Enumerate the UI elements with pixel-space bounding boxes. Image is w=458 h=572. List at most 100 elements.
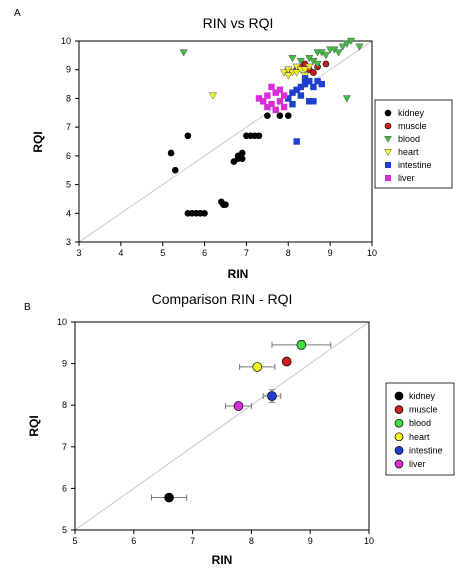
data-point-liver	[272, 106, 279, 114]
x-tick-label: 6	[202, 248, 207, 258]
legend-marker-liver	[385, 175, 391, 181]
data-point-intestine	[306, 98, 313, 105]
y-tick-label: 6	[66, 151, 71, 161]
data-point-intestine	[318, 80, 325, 88]
plot-frame	[78, 40, 373, 243]
panel-a-x-axis-label: RIN	[228, 267, 249, 281]
panel-b-y-axis-label: RQI	[27, 415, 41, 436]
data-point-intestine	[289, 100, 296, 108]
data-point-kidney	[201, 209, 208, 217]
legend-label-muscle: muscle	[409, 405, 438, 415]
x-tick-label: 5	[72, 536, 77, 546]
data-point-kidney	[238, 155, 246, 163]
y-tick-label: 3	[66, 237, 71, 247]
legend-marker-intestine	[394, 446, 404, 455]
legend-label-intestine: intestine	[398, 160, 432, 170]
data-point-blood	[296, 340, 307, 350]
data-point-liver	[280, 92, 288, 99]
y-tick-label: 8	[66, 93, 71, 103]
data-point-liver	[233, 401, 244, 411]
data-point-kidney	[255, 132, 263, 140]
legend-label-muscle: muscle	[398, 121, 427, 131]
data-point-blood	[179, 49, 188, 57]
x-tick-label: 4	[118, 248, 123, 258]
data-point-intestine	[306, 78, 313, 85]
legend-label-liver: liver	[398, 173, 415, 183]
data-point-intestine	[293, 86, 300, 94]
x-tick-label: 10	[364, 536, 374, 546]
data-point-kidney	[276, 112, 284, 119]
data-point-liver	[268, 83, 275, 91]
data-point-liver	[268, 100, 275, 108]
legend-marker-kidney	[384, 109, 392, 117]
data-point-intestine	[293, 138, 300, 145]
y-tick-label: 5	[62, 525, 67, 535]
x-tick-label: 8	[286, 248, 291, 258]
x-tick-label: 7	[190, 536, 195, 546]
legend-marker-kidney	[394, 391, 404, 401]
legend-marker-muscle	[394, 405, 404, 414]
data-point-kidney	[222, 201, 229, 208]
data-point-muscle	[322, 60, 330, 68]
data-point-liver	[259, 98, 267, 105]
x-tick-label: 8	[249, 536, 254, 546]
data-point-intestine	[289, 89, 296, 96]
data-point-intestine	[314, 78, 321, 85]
data-point-intestine	[301, 80, 309, 88]
legend-label-kidney: kidney	[409, 391, 436, 401]
data-point-blood	[346, 37, 356, 46]
data-point-kidney	[164, 492, 174, 503]
y-tick-label: 7	[62, 442, 67, 452]
data-point-kidney	[238, 149, 246, 157]
data-point-intestine	[310, 98, 317, 105]
data-point-intestine	[310, 83, 317, 91]
legend-label-blood: blood	[398, 134, 420, 144]
data-point-intestine	[301, 75, 309, 82]
y-tick-label: 10	[57, 317, 67, 327]
data-point-blood	[321, 52, 331, 60]
legend-label-heart: heart	[409, 432, 430, 442]
data-point-blood	[342, 40, 351, 48]
legend-marker-muscle	[384, 122, 392, 130]
data-point-blood	[342, 95, 351, 103]
data-point-liver	[280, 103, 288, 111]
panel-a-legend: kidney muscle blood heart intestine liver	[374, 99, 453, 189]
x-tick-label: 10	[367, 248, 377, 258]
y-tick-label: 9	[62, 359, 67, 369]
data-point-blood	[338, 43, 347, 51]
x-tick-label: 6	[131, 536, 136, 546]
data-point-liver	[264, 103, 271, 111]
panel-a-title: RIN vs RQI	[203, 15, 274, 31]
data-point-heart	[292, 69, 301, 77]
legend-label-blood: blood	[409, 418, 431, 428]
legend-label-liver: liver	[409, 459, 426, 469]
data-point-blood	[334, 49, 343, 57]
legend-label-kidney: kidney	[398, 108, 425, 118]
data-point-intestine	[297, 92, 305, 99]
data-point-intestine	[297, 83, 305, 91]
legend-marker-blood	[384, 136, 392, 143]
data-point-liver	[264, 92, 271, 99]
data-point-muscle	[281, 356, 292, 367]
y-tick-label: 8	[62, 400, 67, 410]
legend-marker-blood	[394, 418, 404, 428]
y-tick-label: 9	[66, 65, 71, 75]
y-tick-label: 5	[66, 180, 71, 190]
data-point-kidney	[284, 112, 292, 119]
legend-marker-heart	[384, 149, 392, 156]
data-point-heart	[208, 92, 218, 100]
data-point-heart	[284, 72, 293, 80]
plot-frame	[74, 321, 370, 531]
legend-label-intestine: intestine	[409, 445, 443, 455]
identity-line	[78, 40, 373, 243]
y-tick-label: 6	[62, 483, 67, 493]
x-tick-label: 9	[328, 248, 333, 258]
data-point-heart	[252, 362, 263, 372]
legend-marker-liver	[394, 459, 404, 469]
data-point-liver	[276, 86, 284, 94]
legend-label-heart: heart	[398, 147, 419, 157]
panel-a-y-axis-label: RQI	[31, 131, 45, 152]
identity-line	[74, 321, 370, 531]
